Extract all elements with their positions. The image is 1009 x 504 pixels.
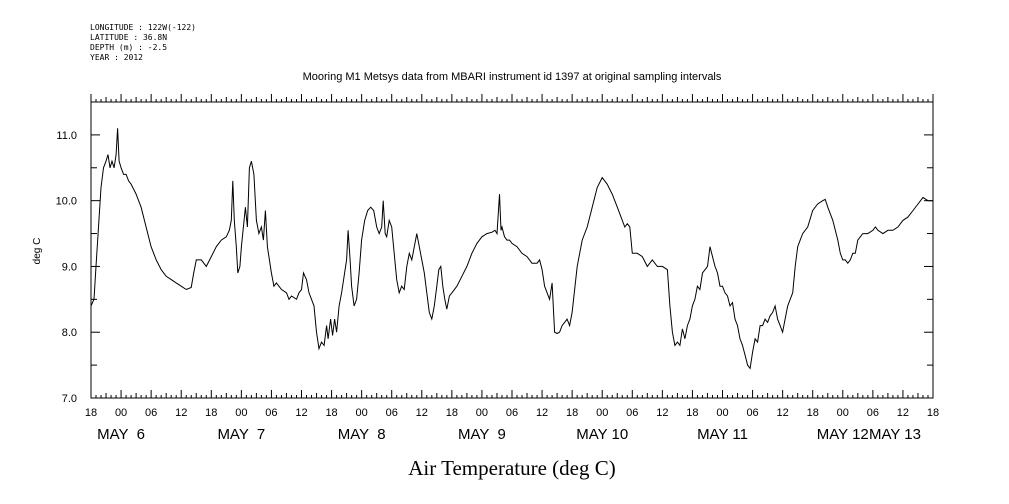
x-tick-label: 06 [386,407,398,419]
x-tick-label: 18 [446,407,458,419]
series-line [90,128,933,370]
x-tick-label: 06 [506,407,518,419]
day-label: MAY 11 [697,426,748,443]
x-tick-label: 00 [115,407,127,419]
x-tick-label: 06 [265,407,277,419]
x-tick-label: 00 [837,407,849,419]
x-tick-label: 06 [626,407,638,419]
x-tick-label: 12 [536,407,548,419]
x-tick-label: 12 [175,407,187,419]
x-tick-label: 06 [746,407,758,419]
day-label: MAY 6 [97,426,145,443]
x-tick-label: 06 [145,407,157,419]
x-tick-label: 18 [566,407,578,419]
x-tick-label: 18 [205,407,217,419]
x-tick-label: 12 [656,407,668,419]
day-label: MAY 12 [817,426,869,443]
x-tick-label: 12 [777,407,789,419]
x-tick-label: 00 [716,407,728,419]
x-tick-label: 12 [416,407,428,419]
day-label: MAY 7 [217,426,265,443]
x-tick-label: 18 [325,407,337,419]
plot-frame [90,101,934,399]
x-tick-label: 12 [897,407,909,419]
depth-label: DEPTH (m) : -2.5 [90,43,167,52]
x-tick-label: 18 [927,407,939,419]
day-label: MAY 9 [458,426,506,443]
x-tick-label: 00 [235,407,247,419]
x-axis-label: Air Temperature (deg C) [408,456,615,480]
chart-title: Mooring M1 Metsys data from MBARI instru… [303,71,722,83]
x-tick-label: 00 [356,407,368,419]
x-tick-label: 18 [85,407,97,419]
latitude-label: LATITUDE : 36.8N [90,33,167,42]
y-tick-label: 8.0 [62,327,77,339]
y-axis-label: deg C [32,238,43,265]
longitude-label: LONGITUDE : 122W(-122) [90,23,196,32]
x-tick-label: 00 [476,407,488,419]
x-tick-label: 18 [686,407,698,419]
year-label: YEAR : 2012 [90,53,143,62]
x-tick-label: 18 [807,407,819,419]
day-label: MAY 10 [576,426,628,443]
day-label: MAY 13 [869,426,921,443]
x-tick-label: 12 [295,407,307,419]
y-tick-label: 10.0 [56,196,77,208]
y-tick-label: 7.0 [62,393,77,405]
day-label: MAY 8 [338,426,386,443]
x-tick-label: 06 [867,407,879,419]
y-tick-label: 11.0 [56,130,77,142]
x-tick-label: 00 [596,407,608,419]
y-tick-label: 9.0 [62,261,77,273]
